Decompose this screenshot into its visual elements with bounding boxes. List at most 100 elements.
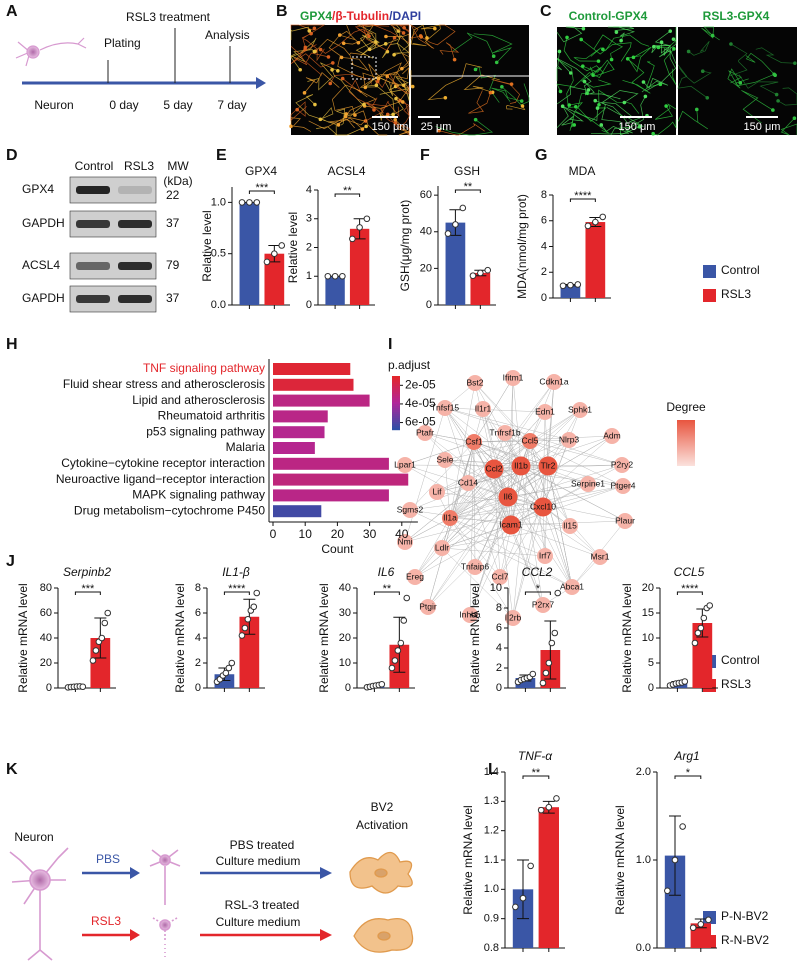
soma [433,26,437,31]
colorbar-step [392,396,400,399]
chart-title: IL6 [378,565,395,579]
edge [499,465,549,578]
edge [547,381,555,467]
data-point [689,924,697,932]
neurite [300,24,326,39]
legend-swatch [703,289,716,302]
data-point [542,669,550,677]
diagram-label: PBS [96,852,120,866]
edge [473,441,476,568]
neurite [315,38,366,56]
data-point [671,856,679,864]
significance-label: ** [383,583,392,595]
blot-band [76,186,110,194]
data-point [548,639,556,647]
bar [273,442,315,454]
neurite [573,47,602,62]
bar [273,473,409,486]
edge [482,408,509,498]
significance-bracket [522,775,550,779]
network-node [522,433,538,449]
y-tick-label: 20 [40,657,52,669]
edge [473,441,589,485]
network-node [467,559,483,575]
neurite [659,38,677,64]
neurite [304,72,340,94]
node-label: Tlr2 [541,460,556,470]
y-tick-label: 10 [490,582,502,594]
data-point [592,218,599,226]
timeline-day: 7 day [217,98,246,112]
soma [473,67,478,72]
category-label: MAPK signaling pathway [132,488,265,502]
node-label: Il2rb [505,612,522,622]
edge [507,496,601,558]
lane-label: RSL3 [124,159,154,173]
edge [507,483,589,498]
soma [362,102,366,107]
neurite [598,89,640,114]
network-node [592,549,608,565]
node-label: Serpine1 [571,478,605,488]
diagram-label: PBS treated [230,838,295,852]
soma [599,123,604,127]
y-tick-label: 0 [306,299,312,311]
soma [374,83,379,87]
data-point [694,629,702,637]
title-part: /DAPI [389,9,421,23]
bar [273,394,370,407]
network-node [561,432,577,448]
network-node [497,425,513,441]
y-axis-label: Relative mRNA level [468,583,482,692]
node-label: Bst2 [466,377,483,387]
neurite [421,24,456,46]
error-bar [517,859,529,920]
network-node [580,476,596,492]
significance-label: ** [532,767,541,779]
panel-label: F [420,147,430,164]
soma [671,37,676,41]
blot-band [118,295,152,303]
edge [529,440,623,466]
data-point [512,903,519,911]
edge [441,441,475,549]
node-label: Csf1 [465,436,483,446]
data-point [529,670,537,678]
timeline-day: 5 day [163,98,192,112]
soma [318,117,323,122]
neurite [394,98,410,117]
edge [441,547,514,619]
y-tick-label: 20 [642,582,654,594]
neurite [290,26,310,41]
soma [519,99,524,103]
bar [273,505,322,518]
y-axis-label: Relative level [200,210,214,281]
chart-title: IL1-β [222,565,250,579]
mw-title: MW [167,159,189,173]
neurite [677,109,708,130]
node-label: Il1r1 [475,403,492,413]
neurite [468,90,491,114]
data-point [89,657,97,664]
soma [367,47,372,52]
edge [449,464,623,519]
soma [641,80,646,84]
significance-label: ** [343,185,352,197]
soma [710,33,715,38]
bar [349,228,370,305]
edge [409,441,475,511]
micrograph-title: GPX4/β-Tubulin/DAPI [300,9,421,23]
degree-gradient [677,420,695,466]
soma [393,117,398,122]
soma [614,30,619,34]
edge [474,382,549,467]
edge [474,465,522,568]
colorbar-step [392,400,400,403]
network-node [505,610,521,626]
significance-bracket [223,591,250,595]
neurite [335,104,365,126]
edge [449,381,555,519]
data-point [331,272,339,280]
significance-bracket [248,190,275,194]
significance-bracket [74,591,101,595]
